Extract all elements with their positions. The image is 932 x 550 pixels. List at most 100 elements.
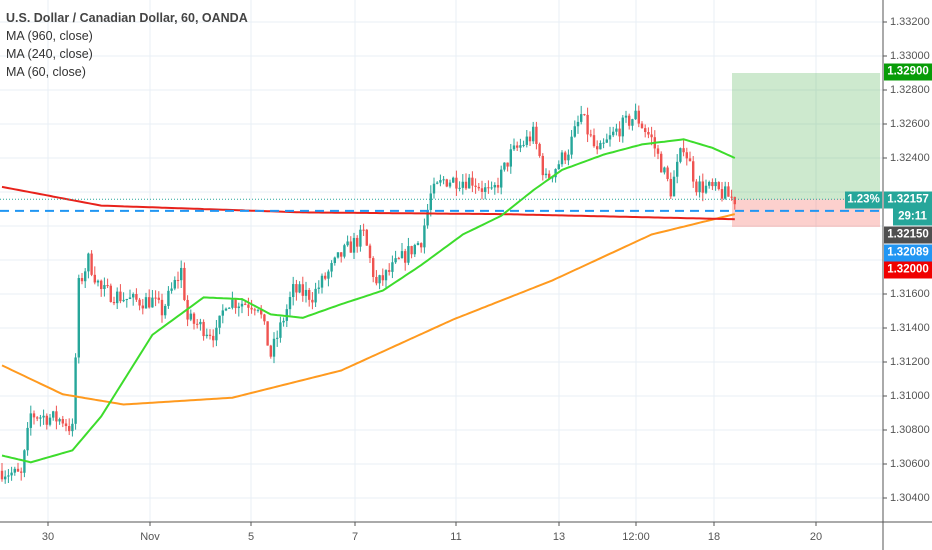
candle-body <box>669 178 672 197</box>
candle-body <box>407 246 410 263</box>
candle-body <box>564 152 567 161</box>
candle-body <box>404 251 407 263</box>
candle-body <box>420 243 423 248</box>
candle-body <box>509 149 512 167</box>
candle-body <box>704 185 708 193</box>
candle-body <box>381 275 384 281</box>
candle-body <box>410 246 413 255</box>
candle-body <box>266 321 269 346</box>
price-axis-label: 1.32600 <box>890 118 930 130</box>
candle-body <box>132 293 135 298</box>
candle-body <box>205 334 208 337</box>
candle-body <box>151 297 154 308</box>
legend-ma-240[interactable]: MA (240, close) <box>6 47 93 61</box>
candle-body <box>237 306 240 309</box>
candle-body <box>7 475 10 477</box>
price-axis-label: 1.32400 <box>890 152 930 164</box>
candle-body <box>244 303 247 305</box>
candle-body <box>618 128 621 137</box>
candle-body <box>557 164 560 170</box>
candle-body <box>122 299 125 302</box>
candle-body <box>333 257 336 264</box>
candle-body <box>413 244 416 255</box>
candle-body <box>215 327 218 341</box>
candle-body <box>522 144 525 146</box>
candle-body <box>39 417 42 419</box>
candle-body <box>218 315 221 328</box>
candle-body <box>167 290 170 306</box>
candle-body <box>532 126 535 142</box>
candle-body <box>711 181 714 187</box>
candle-body <box>256 309 260 311</box>
candle-body <box>468 177 471 189</box>
candle-body <box>100 280 103 290</box>
candle-body <box>685 152 688 159</box>
legend-ma-960[interactable]: MA (960, close) <box>6 29 93 43</box>
time-axis-label: 11 <box>450 531 462 543</box>
candle-body <box>589 134 592 136</box>
time-axis-label: Nov <box>140 531 160 543</box>
countdown-tag: 29:11 <box>893 208 932 226</box>
symbol-title[interactable]: U.S. Dollar / Canadian Dollar, 60, OANDA <box>6 11 248 25</box>
candle-body <box>660 153 663 173</box>
candle-body <box>135 293 138 300</box>
price-axis-label: 1.31000 <box>890 390 930 402</box>
candle-body <box>330 263 333 272</box>
candle-body <box>247 304 250 308</box>
legend-ma-60[interactable]: MA (60, close) <box>6 65 86 79</box>
candle-body <box>583 114 586 116</box>
candle-body <box>717 182 720 190</box>
candle-body <box>698 181 701 193</box>
candle-body <box>298 284 301 293</box>
candle-body <box>592 135 596 147</box>
candle-body <box>436 182 439 184</box>
candle-body <box>493 184 496 188</box>
candle-body <box>480 188 484 192</box>
candle-body <box>250 307 253 310</box>
candle-body <box>615 128 618 132</box>
candle-body <box>80 278 84 282</box>
candle-body <box>13 468 16 473</box>
candle-body <box>650 134 653 138</box>
candle-body <box>368 245 372 259</box>
candle-body <box>484 187 487 192</box>
candle-body <box>512 145 516 150</box>
candle-body <box>397 258 400 260</box>
candle-body <box>324 275 327 279</box>
candle-body <box>154 297 157 299</box>
candle-body <box>714 182 717 187</box>
candle-body <box>602 142 605 144</box>
candle-body <box>58 419 61 422</box>
candle-body <box>464 181 468 189</box>
candle-body <box>519 145 522 148</box>
candle-body <box>74 357 77 424</box>
candle-body <box>442 179 445 181</box>
candle-body <box>295 284 298 293</box>
candle-body <box>320 275 324 288</box>
candle-body <box>448 182 452 187</box>
candle-body <box>576 121 580 127</box>
candle-body <box>365 229 368 246</box>
candle-body <box>317 287 320 289</box>
candle-body <box>128 297 132 299</box>
candle-body <box>45 415 48 425</box>
take-profit-zone <box>732 73 880 200</box>
candle-body <box>327 271 330 279</box>
candle-body <box>535 126 538 144</box>
time-axis-label: 12:00 <box>622 531 650 543</box>
candle-body <box>554 169 557 178</box>
candle-body <box>64 423 68 427</box>
price-axis-label: 1.32800 <box>890 84 930 96</box>
candle-body <box>224 308 228 311</box>
candle-body <box>730 196 733 198</box>
candle-body <box>394 258 397 263</box>
candle-body <box>288 297 292 310</box>
candle-body <box>688 158 692 162</box>
candle-body <box>282 320 285 323</box>
candle-body <box>372 258 375 277</box>
candle-body <box>720 189 724 199</box>
candle-body <box>138 299 141 306</box>
candle-body <box>189 313 192 320</box>
candle-body <box>314 288 317 303</box>
